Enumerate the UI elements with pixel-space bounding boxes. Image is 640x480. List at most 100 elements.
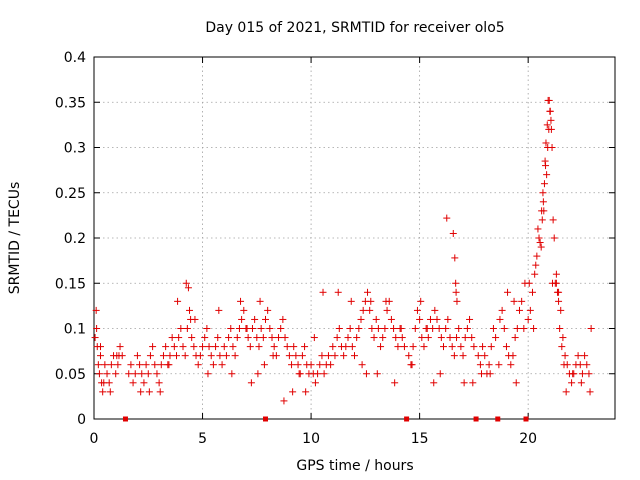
data-point [254,370,262,378]
data-point [487,343,495,351]
data-point [509,352,517,360]
data-point [227,325,235,332]
data-point [540,207,548,215]
data-point [382,297,390,305]
data-point [518,297,526,305]
data-point [398,334,406,342]
data-point [290,343,298,351]
data-point [146,352,154,360]
data-point [243,325,251,332]
data-point [440,343,448,351]
gap-marker [262,416,268,422]
data-point [377,343,385,351]
data-point [184,284,192,292]
data-point [207,352,215,360]
data-point [307,361,315,369]
data-point [220,343,228,351]
data-point [498,306,506,314]
data-point [270,343,278,351]
data-point [170,343,178,351]
data-point [319,288,327,296]
data-point [355,325,363,332]
data-point [93,325,101,332]
data-point [555,297,563,305]
gap-marker [495,416,501,422]
data-point [188,334,196,342]
data-point [394,343,402,351]
data-point [255,343,263,351]
data-point [342,343,350,351]
data-point [156,388,164,396]
data-point [446,334,454,342]
data-point [496,315,504,323]
data-point [463,325,471,332]
data-point [182,279,190,287]
data-point [289,388,297,396]
data-point [435,325,443,332]
data-point [381,325,389,332]
data-point [142,361,150,369]
data-point [97,352,105,360]
data-point [370,334,378,342]
data-point [174,297,182,305]
data-point [106,388,114,396]
x-tick-label: 0 [90,431,99,447]
data-point [585,370,593,378]
data-point [524,315,532,323]
data-point [190,343,198,351]
data-point [268,334,276,342]
data-point [316,361,324,369]
data-point [136,361,144,369]
y-tick-label: 0.15 [55,276,86,292]
data-point [256,297,264,305]
data-point [530,325,538,332]
data-point [314,370,322,378]
data-point [353,334,361,342]
data-point [205,343,213,351]
data-point [559,334,567,342]
data-point [279,315,287,323]
gap-marker [523,416,529,422]
data-point [127,361,135,369]
data-point [411,325,419,332]
data-point [374,325,382,332]
data-point [203,325,211,332]
data-point [247,379,255,387]
data-point [408,361,416,369]
data-point [481,352,489,360]
data-point [259,334,267,342]
data-point [215,306,223,314]
y-tick-label: 0.2 [64,231,86,247]
data-point [379,334,387,342]
data-point [131,370,139,378]
data-point [107,361,115,369]
data-point [546,107,554,115]
data-point [166,352,174,360]
data-point [168,334,176,342]
data-point [409,343,417,351]
data-point [583,361,591,369]
data-point [540,180,548,188]
data-point [476,361,484,369]
data-point [266,325,274,332]
chart-title: Day 015 of 2021, SRMTID for receiver olo… [205,20,504,36]
data-point [172,352,180,360]
data-point [512,379,520,387]
data-point [201,334,209,342]
data-point [545,96,553,104]
data-point [547,125,555,133]
data-point [218,361,226,369]
data-point [515,306,523,314]
data-point [418,334,426,342]
y-tick-label: 0.1 [64,322,86,338]
data-point [277,325,285,332]
data-point [526,306,534,314]
data-point [560,361,568,369]
data-point [469,379,477,387]
data-point [430,379,438,387]
data-point [424,334,432,342]
data-point [280,397,288,405]
data-point [244,334,252,342]
data-point [99,388,107,396]
